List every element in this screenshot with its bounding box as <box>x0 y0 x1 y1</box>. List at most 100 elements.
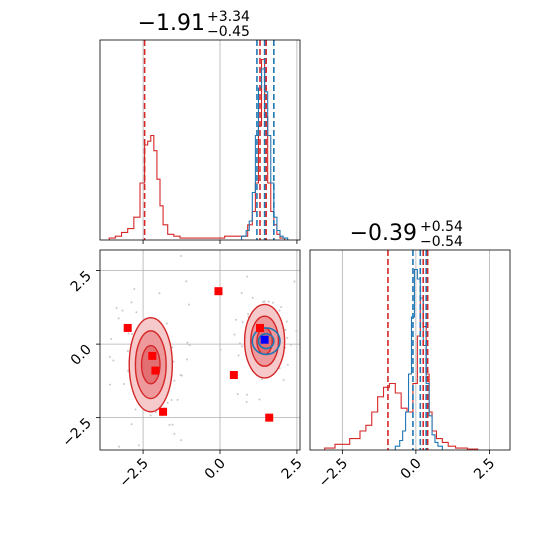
joint-sample-point <box>126 350 129 353</box>
joint-red-marker-2 <box>151 366 160 375</box>
joint-red-marker-7 <box>265 413 274 422</box>
pj-xtick-label-2: 2.5 <box>279 456 306 483</box>
panel-marginal-2: −2.5 0.0 2.5 −0.39 +0.54 −0.54 <box>309 219 511 491</box>
joint-sample-point <box>134 408 137 411</box>
joint-red-marker-5 <box>229 371 238 379</box>
joint-sample-point <box>186 358 189 361</box>
joint-sample-point <box>186 341 189 344</box>
panel-marginal-2-frame <box>309 249 511 451</box>
joint-sample-point <box>135 311 138 314</box>
joint-sample-point <box>251 296 254 299</box>
joint-sample-point <box>286 337 289 340</box>
joint-red-marker-1 <box>148 351 157 360</box>
p2-xtick-label-1: 0.0 <box>398 456 425 483</box>
joint-sample-point <box>166 401 169 404</box>
p2-xtick-label-0: −2.5 <box>316 456 351 491</box>
joint-sample-point <box>286 363 289 366</box>
joint-sample-point <box>241 321 244 324</box>
joint-sample-point <box>170 399 173 402</box>
joint-sample-point <box>130 423 133 426</box>
joint-sample-point <box>278 309 281 312</box>
joint-sample-point <box>115 306 118 309</box>
joint-sample-point <box>293 280 296 283</box>
panel-joint: −2.5 0.0 2.5 2.5 0.0 −2.5 <box>59 249 306 491</box>
joint-sample-point <box>172 360 175 363</box>
joint-sample-point <box>173 432 176 435</box>
joint-sample-point <box>258 398 261 401</box>
joint-sample-point <box>180 374 183 377</box>
joint-sample-point <box>108 355 111 358</box>
joint-sample-point <box>173 379 176 382</box>
joint-sample-point <box>131 333 134 336</box>
joint-sample-point <box>133 287 136 290</box>
joint-sample-point <box>127 369 130 372</box>
joint-sample-point <box>285 320 288 323</box>
joint-sample-point <box>149 414 152 417</box>
pj-xtick-label-1: 0.0 <box>202 456 229 483</box>
marginal-2-blue-hist <box>394 268 443 450</box>
joint-sample-point <box>185 280 188 283</box>
joint-sample-point <box>127 332 130 335</box>
joint-sample-point <box>176 398 179 401</box>
joint-sample-point <box>112 359 115 362</box>
joint-blue-contour-0 <box>251 327 281 356</box>
title-1-sup: +3.34 <box>207 9 250 25</box>
joint-sample-point <box>110 338 113 341</box>
joint-sample-point <box>154 411 157 414</box>
joint-sample-point <box>267 300 270 303</box>
joint-sample-point <box>246 275 249 278</box>
joint-sample-point <box>262 300 265 303</box>
p2-xtick-label-2: 2.5 <box>471 456 498 483</box>
joint-sample-point <box>165 322 168 325</box>
panel-marginal-1: −1.91 +3.34 −0.45 <box>99 9 301 244</box>
joint-sample-point <box>236 393 239 396</box>
joint-sample-point <box>180 255 183 258</box>
title-2-sub: −0.54 <box>420 234 463 250</box>
marginal-1-red-hist <box>108 58 286 240</box>
pj-ytick-label-1: 0.0 <box>68 342 95 369</box>
joint-sample-point <box>271 301 274 304</box>
title-2-main: −0.39 <box>350 221 417 246</box>
joint-sample-point <box>247 313 250 316</box>
joint-sample-point <box>121 309 124 312</box>
joint-sample-point <box>295 329 298 332</box>
joint-sample-point <box>280 305 283 308</box>
joint-sample-point <box>263 300 266 303</box>
joint-sample-point <box>171 423 174 426</box>
joint-red-marker-0 <box>123 323 132 332</box>
title-1-sub: −0.45 <box>207 24 250 40</box>
joint-sample-point <box>282 379 285 382</box>
joint-sample-point <box>123 383 126 386</box>
joint-red-contour-0-2 <box>140 344 161 385</box>
pj-ytick-label-0: 2.5 <box>68 268 95 295</box>
joint-sample-point <box>241 345 244 348</box>
joint-sample-point <box>187 303 190 306</box>
joint-sample-point <box>289 343 292 346</box>
panel-joint-frame <box>99 249 301 451</box>
joint-sample-point <box>238 342 241 345</box>
joint-sample-point <box>180 439 183 442</box>
joint-sample-point <box>219 348 222 351</box>
title-1-main: −1.91 <box>138 11 205 36</box>
joint-sample-point <box>109 383 112 386</box>
joint-sample-point <box>240 292 243 295</box>
joint-red-marker-4 <box>214 287 223 296</box>
joint-sample-point <box>117 317 120 320</box>
joint-sample-point <box>237 354 240 357</box>
marginal-2-red-hist <box>324 297 479 450</box>
pj-xtick-label-0: −2.5 <box>117 456 152 491</box>
joint-sample-point <box>118 445 121 448</box>
joint-sample-point <box>245 393 248 396</box>
joint-sample-point <box>168 423 171 426</box>
joint-sample-point <box>284 328 287 331</box>
joint-sample-point <box>158 292 161 295</box>
joint-sample-point <box>235 318 238 321</box>
joint-sample-point <box>245 401 248 404</box>
joint-blue-contour-1 <box>257 333 275 350</box>
joint-sample-point <box>233 333 236 336</box>
joint-sample-point <box>188 344 191 347</box>
joint-red-marker-3 <box>159 407 168 416</box>
panel-marginal-1-frame <box>99 39 301 241</box>
pj-ytick-label-2: −2.5 <box>59 415 94 450</box>
